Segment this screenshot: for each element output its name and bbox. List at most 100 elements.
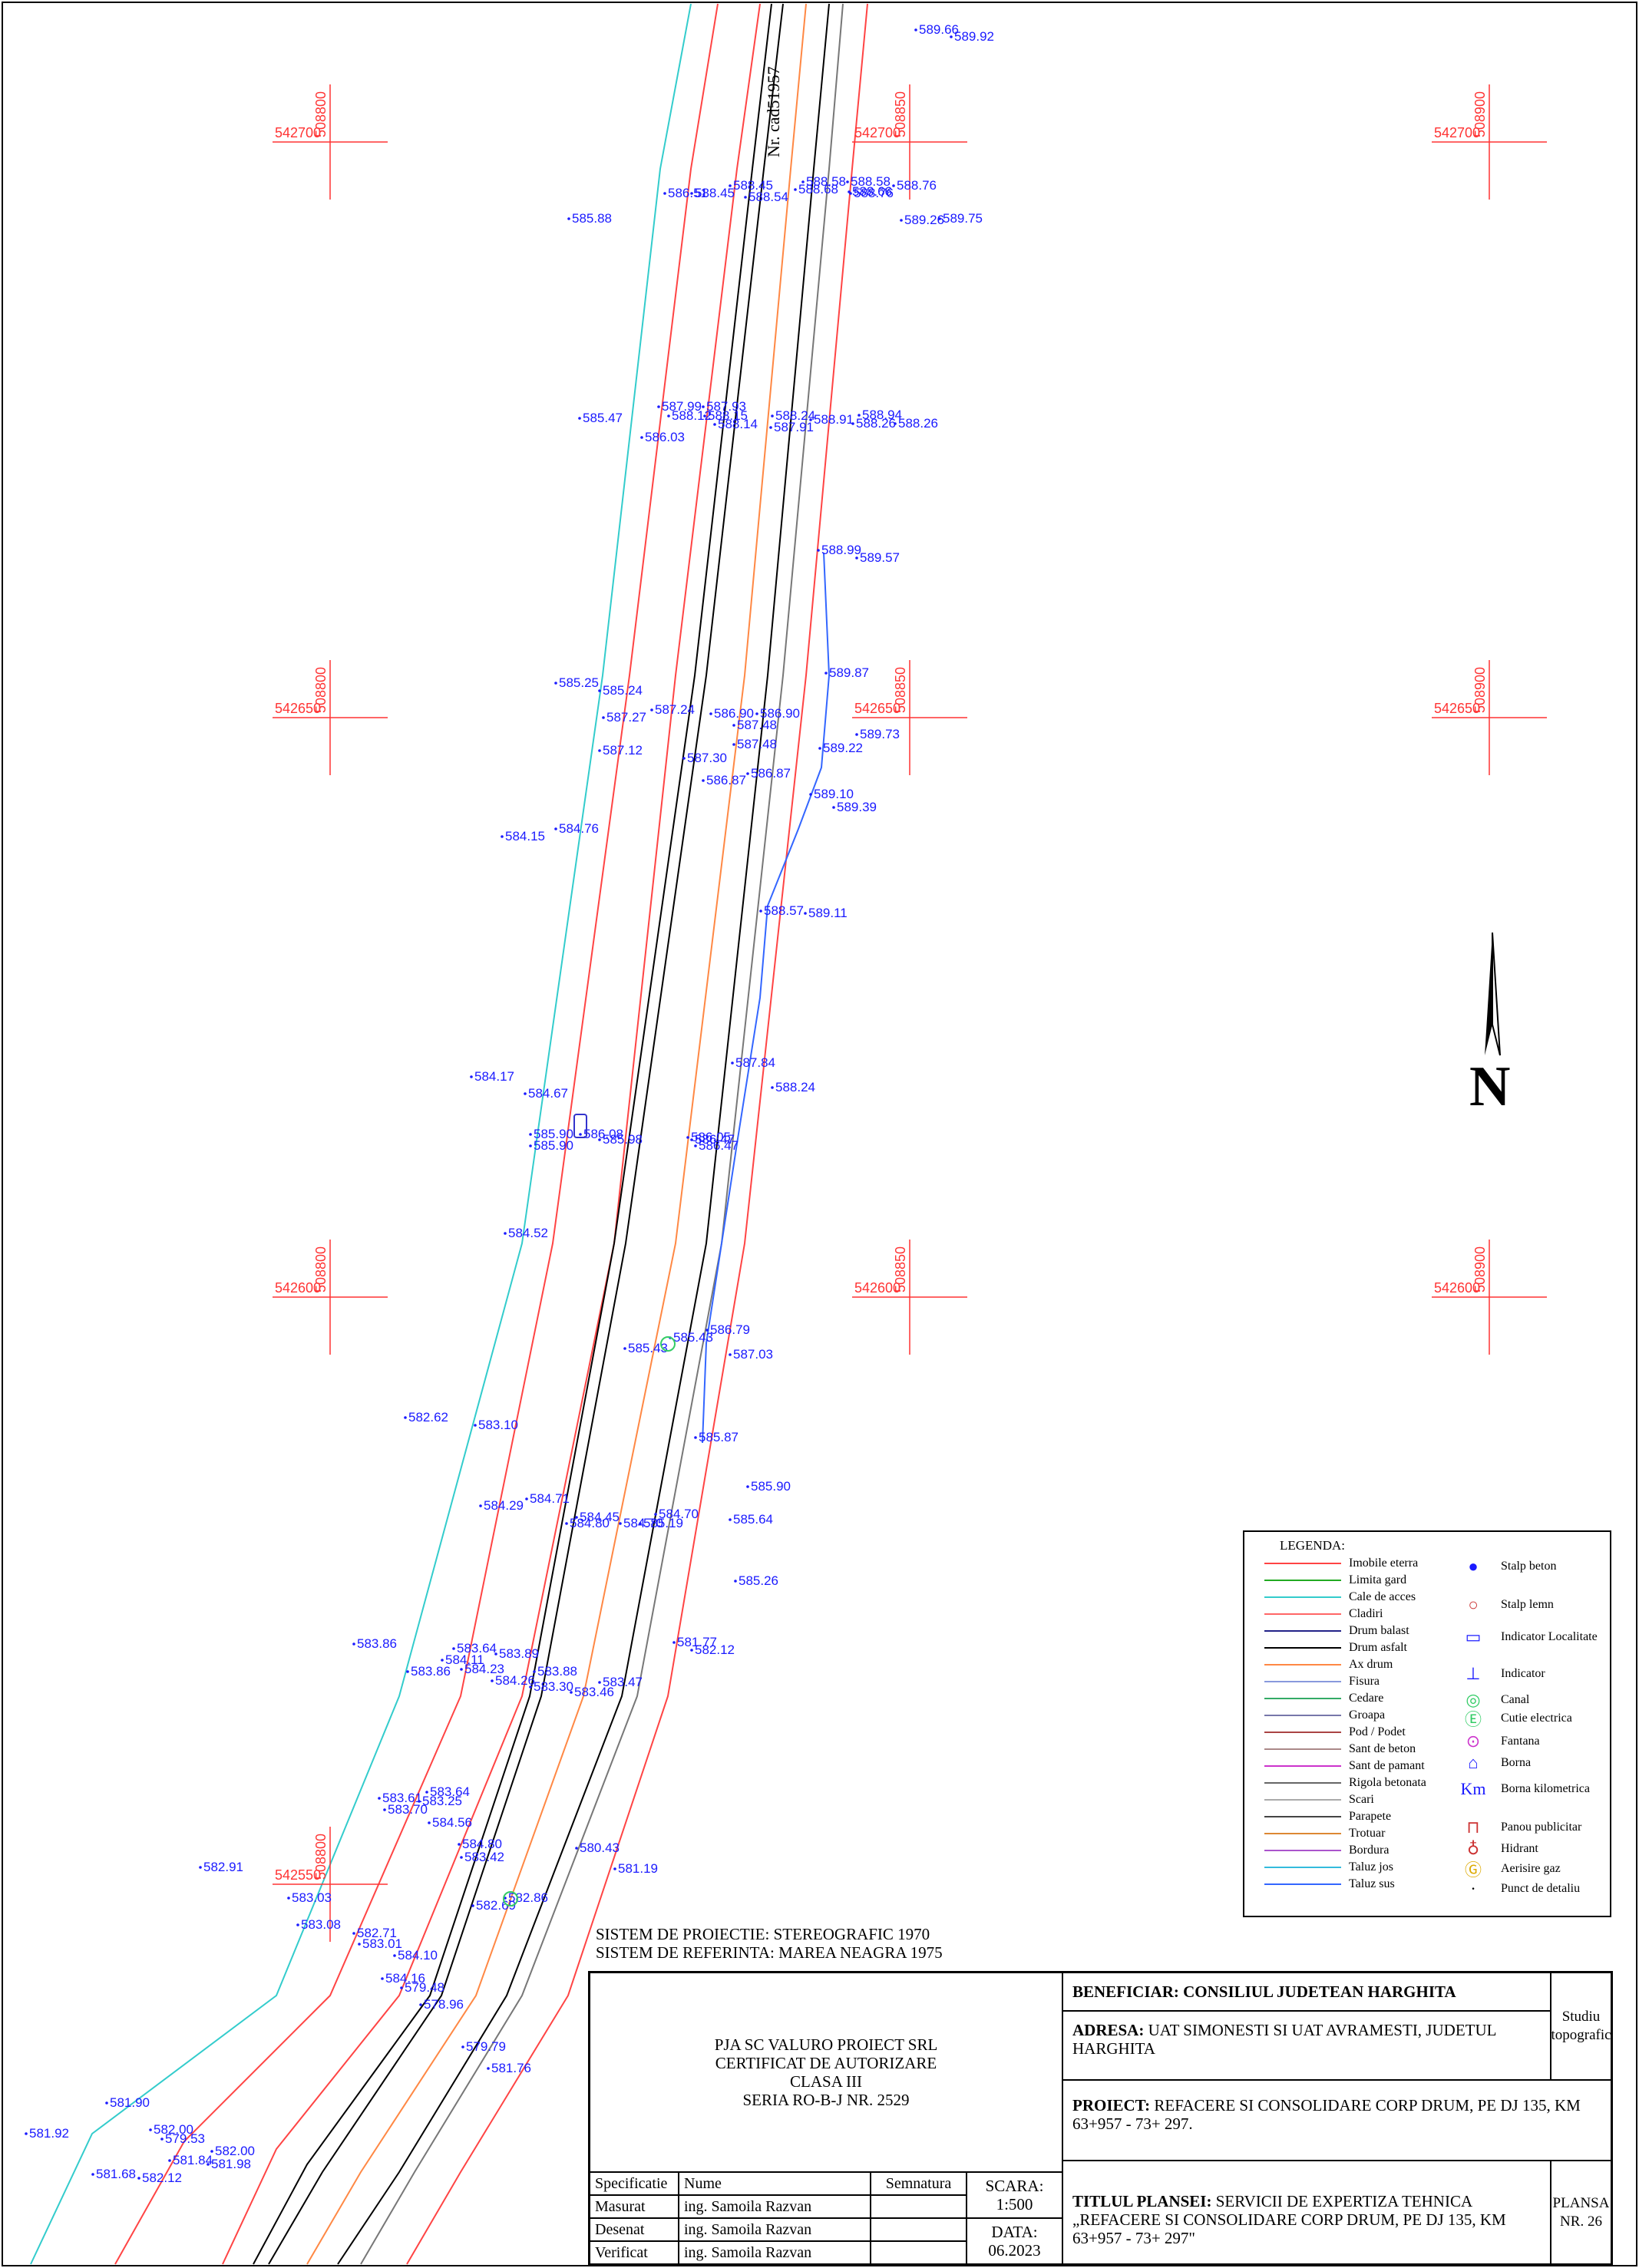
detail-point-icon (663, 192, 666, 195)
point-elevation-label: 581.92 (29, 2126, 69, 2141)
legend-label: Sant de pamant (1349, 1759, 1425, 1772)
beneficiar-block: BENEFICIAR: CONSILIUL JUDETEAN HARGHITA (1062, 1973, 1551, 2011)
road-line (253, 3, 772, 2265)
detail-point-icon (598, 1681, 601, 1684)
scale-label: SCARA: (985, 2177, 1044, 2195)
point-elevation-label: 588.57 (764, 903, 804, 918)
survey-point: 581.98 (207, 2157, 251, 2171)
legend-swatch (1264, 1799, 1341, 1801)
detail-point-icon (352, 1932, 355, 1935)
point-elevation-label: 589.22 (823, 741, 863, 755)
point-elevation-label: 583.10 (478, 1418, 518, 1432)
point-elevation-label: 582.00 (215, 2144, 255, 2158)
detail-point-icon (479, 1504, 482, 1507)
detail-point-icon (640, 436, 643, 439)
survey-point: 579.48 (400, 1980, 444, 1995)
survey-point: 587.27 (602, 710, 646, 725)
legend-label: Fisura (1349, 1675, 1380, 1688)
detail-point-icon (381, 1977, 384, 1980)
survey-point: 585.24 (598, 683, 643, 698)
grid-x-label: 542650 (1434, 701, 1480, 716)
point-elevation-label: 587.24 (655, 702, 695, 717)
point-elevation-label: 582.12 (695, 1642, 735, 1657)
grid-y-label: 508850 (893, 91, 908, 137)
point-elevation-label: 585.24 (603, 683, 643, 698)
detail-point-icon (771, 414, 774, 418)
survey-point: 588.54 (744, 190, 788, 204)
legend-line-item: Ax drum (1264, 1656, 1393, 1673)
point-elevation-label: 589.11 (808, 906, 848, 920)
taluz-sus-line (702, 552, 831, 1444)
legend-swatch (1264, 1596, 1341, 1598)
survey-point: 585.90 (529, 1138, 573, 1153)
point-elevation-label: 585.43 (673, 1330, 713, 1345)
detail-point-icon (694, 1436, 697, 1439)
detail-point-icon (529, 1685, 532, 1689)
legend: LEGENDA: Imobile eterra Limita gard Cale d… (1243, 1530, 1611, 1917)
point-elevation-label: 583.30 (534, 1679, 573, 1694)
point-elevation-label: 589.75 (943, 211, 983, 226)
survey-point: 583.01 (358, 1936, 402, 1951)
point-elevation-label: 586.87 (751, 766, 791, 781)
legend-label: Indicator (1501, 1667, 1545, 1680)
survey-point: 584.29 (479, 1498, 524, 1513)
survey-point: 582.00 (210, 2144, 255, 2158)
point-elevation-label: 583.64 (430, 1784, 470, 1799)
legend-symbol-item: ♁ Hidrant (1458, 1837, 1538, 1860)
header-spec: Specificatie (590, 2172, 679, 2195)
detail-point-icon (846, 180, 849, 183)
indicator-symbol-icon (573, 1114, 587, 1138)
date-value: 06.2023 (988, 2241, 1041, 2260)
point-elevation-label: 585.90 (534, 1127, 573, 1141)
legend-label: Cladiri (1349, 1607, 1383, 1620)
row-signature (871, 2241, 967, 2264)
point-elevation-label: 582.00 (154, 2122, 193, 2137)
point-elevation-label: 584.23 (464, 1662, 504, 1676)
grid-x-label: 542700 (1434, 125, 1480, 140)
detail-point-icon (287, 1897, 290, 1900)
survey-point: 581.92 (25, 2126, 69, 2141)
point-elevation-label: 587.91 (774, 420, 814, 434)
detail-point-icon (690, 192, 693, 195)
detail-point-icon (149, 2128, 152, 2131)
detail-point-icon (672, 1641, 676, 1644)
legend-line-item: Imobile eterra (1264, 1555, 1418, 1572)
survey-point: 585.26 (734, 1573, 778, 1588)
grid-y-label: 508800 (313, 667, 329, 713)
row-role: Masurat (590, 2195, 679, 2218)
legend-symbol-item: ⊥ Indicator (1458, 1662, 1545, 1685)
detail-point-icon (452, 1647, 455, 1650)
detail-point-icon (575, 1516, 578, 1519)
detail-point-icon (504, 1232, 507, 1235)
detail-point-icon (207, 2163, 210, 2166)
survey-point: 589.73 (855, 727, 900, 741)
road-line (30, 3, 692, 2265)
survey-point: 584.15 (501, 829, 545, 843)
survey-point: 586.87 (702, 773, 746, 787)
legend-symbol-item: ○ Stalp lemn (1458, 1593, 1554, 1616)
point-elevation-label: 587.48 (737, 718, 777, 732)
detail-point-icon (460, 1856, 463, 1859)
detail-point-icon (419, 2003, 422, 2006)
road-line (337, 3, 830, 2265)
point-elevation-label: 583.47 (603, 1675, 643, 1689)
survey-point: 582.91 (199, 1860, 243, 1874)
detail-point-icon (579, 1133, 582, 1136)
company-certificate: CERTIFICAT DE AUTORIZARE (715, 2054, 937, 2072)
survey-point: 588.58 (846, 174, 891, 189)
survey-point: 585.64 (729, 1512, 773, 1527)
survey-point: 579.53 (160, 2131, 205, 2146)
survey-point: 588.76 (849, 186, 894, 200)
legend-swatch (1264, 1647, 1341, 1649)
legend-swatch (1264, 1681, 1341, 1682)
legend-label: Drum balast (1349, 1624, 1409, 1637)
legend-label: Indicator Localitate (1501, 1630, 1598, 1643)
point-elevation-label: 588.66 (852, 184, 892, 199)
point-elevation-label: 588.26 (898, 416, 938, 431)
legend-symbol-item: ▭ Indicator Localitate (1458, 1626, 1598, 1649)
detail-point-icon (565, 1522, 568, 1525)
detail-point-icon (91, 2173, 94, 2176)
detail-point-icon (729, 1518, 732, 1521)
survey-point: 587.48 (732, 737, 777, 751)
